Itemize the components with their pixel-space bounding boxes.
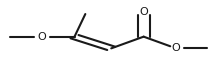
Text: O: O: [38, 32, 46, 42]
Text: O: O: [172, 43, 180, 53]
Text: O: O: [139, 7, 148, 17]
